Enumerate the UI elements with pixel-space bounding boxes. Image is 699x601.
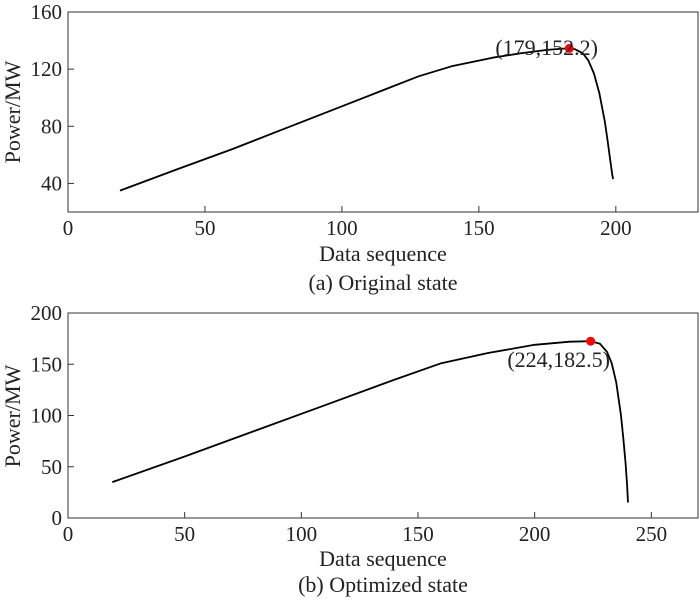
x-tick-label: 0 <box>63 216 74 240</box>
x-axis-label: Data sequence <box>319 241 447 266</box>
y-ticks: 40 80 120 160 <box>31 0 74 195</box>
x-tick-label: 200 <box>519 522 551 546</box>
x-tick-label: 150 <box>463 216 495 240</box>
x-tick-label: 100 <box>286 522 318 546</box>
x-tick-label: 50 <box>194 216 215 240</box>
y-tick-label: 200 <box>31 301 63 325</box>
y-tick-label: 40 <box>41 171 62 195</box>
x-ticks: 0 50 100 150 200 <box>63 206 632 240</box>
y-tick-label: 50 <box>41 455 62 479</box>
y-tick-label: 80 <box>41 114 62 138</box>
x-ticks: 0 50 100 150 200 250 <box>63 512 667 546</box>
y-axis-label: Power/MW <box>0 364 25 467</box>
x-tick-label: 50 <box>174 522 195 546</box>
x-axis-label: Data sequence <box>319 546 447 571</box>
peak-annotation: (179,152.2) <box>495 35 598 60</box>
peak-point-marker <box>564 43 574 53</box>
y-tick-label: 150 <box>31 352 63 376</box>
x-tick-label: 200 <box>600 216 632 240</box>
y-tick-label: 120 <box>31 57 63 81</box>
y-ticks: 0 50 100 150 200 <box>31 301 74 530</box>
caption: (b) Optimized state <box>298 572 468 597</box>
plot-frame <box>67 11 699 213</box>
y-tick-label: 0 <box>52 506 63 530</box>
x-tick-label: 0 <box>63 522 74 546</box>
chart-original-state: 40 80 120 160 0 50 100 150 200 (179,152.2) Powe… <box>0 0 699 295</box>
y-axis-label: Power/MW <box>0 60 25 163</box>
peak-point-marker <box>586 336 596 346</box>
y-tick-label: 160 <box>31 0 63 24</box>
x-tick-label: 250 <box>636 522 668 546</box>
y-tick-label: 100 <box>31 404 63 428</box>
power-curve-line <box>119 47 614 192</box>
chart-optimized-state: 0 50 100 150 200 0 50 100 150 200 250 (224,182.5)… <box>0 301 699 597</box>
x-tick-label: 150 <box>402 522 434 546</box>
caption: (a) Original state <box>308 270 457 295</box>
x-tick-label: 100 <box>326 216 358 240</box>
peak-annotation: (224,182.5) <box>507 347 610 372</box>
plot-frame <box>67 312 699 519</box>
